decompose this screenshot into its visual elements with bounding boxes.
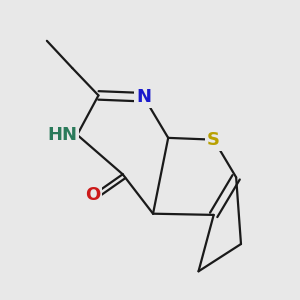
- Text: S: S: [207, 131, 220, 149]
- Text: N: N: [136, 88, 152, 106]
- Text: HN: HN: [47, 126, 77, 144]
- Text: O: O: [85, 187, 100, 205]
